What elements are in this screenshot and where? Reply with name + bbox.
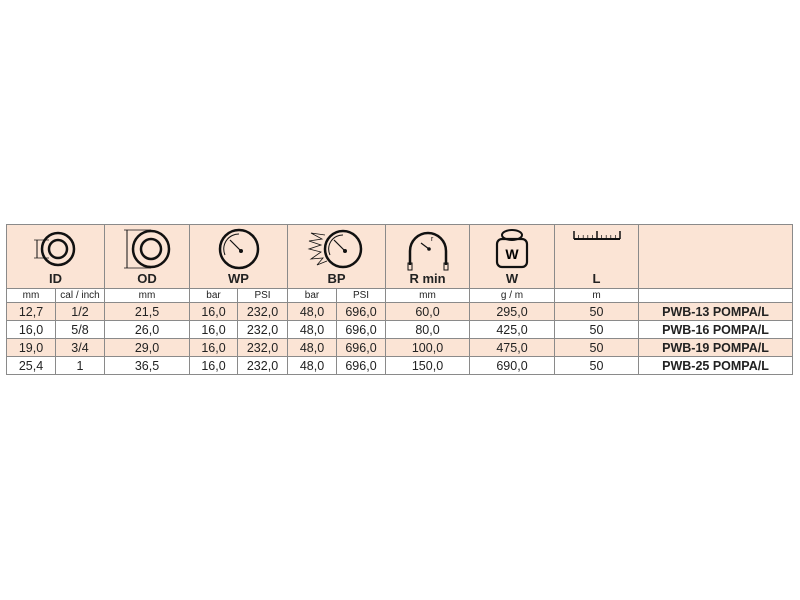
table-cell: 425,0 bbox=[469, 320, 555, 339]
table-cell: 48,0 bbox=[287, 356, 337, 375]
table-row: 16,0 5/8 26,0 16,0 232,0 48,0 696,0 80,0 425,0 50… bbox=[6, 320, 793, 339]
table-cell: 16,0 bbox=[189, 338, 238, 357]
header-rmin: r R min bbox=[385, 224, 470, 289]
hose-spec-table: ID OD WP bbox=[6, 224, 793, 375]
weight-icon: W bbox=[495, 229, 529, 269]
table-cell: 5/8 bbox=[55, 320, 105, 339]
header-wp: WP bbox=[189, 224, 288, 289]
unit-cell: cal / inch bbox=[55, 288, 105, 303]
table-cell: 29,0 bbox=[104, 338, 190, 357]
header-l-label: L bbox=[592, 271, 601, 286]
table-cell: 50 bbox=[554, 302, 639, 321]
table-cell: 232,0 bbox=[237, 302, 288, 321]
table-cell: 696,0 bbox=[336, 320, 386, 339]
table-cell: 50 bbox=[554, 320, 639, 339]
unit-cell: mm bbox=[104, 288, 190, 303]
unit-cell: bar bbox=[189, 288, 238, 303]
svg-text:W: W bbox=[505, 246, 519, 262]
header-bp-label: BP bbox=[327, 271, 346, 286]
header-w-label: W bbox=[505, 271, 519, 286]
unit-cell: mm bbox=[6, 288, 56, 303]
table-cell: 26,0 bbox=[104, 320, 190, 339]
table-cell: 696,0 bbox=[336, 338, 386, 357]
table-cell: 100,0 bbox=[385, 338, 470, 357]
header-od-label: OD bbox=[137, 271, 157, 286]
product-code-cell: PWB-13 POMPA/L bbox=[638, 302, 793, 321]
header-od: OD bbox=[104, 224, 190, 289]
table-cell: 36,5 bbox=[104, 356, 190, 375]
table-row: 19,0 3/4 29,0 16,0 232,0 48,0 696,0 100,0 475,0 5… bbox=[6, 338, 793, 357]
table-cell: 16,0 bbox=[189, 356, 238, 375]
table-cell: 50 bbox=[554, 356, 639, 375]
table-cell: 60,0 bbox=[385, 302, 470, 321]
unit-cell: m bbox=[554, 288, 639, 303]
unit-cell: PSI bbox=[336, 288, 386, 303]
table-cell: 295,0 bbox=[469, 302, 555, 321]
table-cell: 16,0 bbox=[189, 302, 238, 321]
table-cell: 1 bbox=[55, 356, 105, 375]
table-cell: 80,0 bbox=[385, 320, 470, 339]
table-cell: 232,0 bbox=[237, 320, 288, 339]
table-cell: 16,0 bbox=[189, 320, 238, 339]
hose-inner-diameter-icon bbox=[33, 231, 75, 267]
product-code-cell: PWB-19 POMPA/L bbox=[638, 338, 793, 357]
table-cell: 48,0 bbox=[287, 338, 337, 357]
table-cell: 690,0 bbox=[469, 356, 555, 375]
header-id: ID bbox=[6, 224, 105, 289]
hose-outer-diameter-icon bbox=[124, 229, 171, 269]
table-cell: 475,0 bbox=[469, 338, 555, 357]
table-cell: 16,0 bbox=[6, 320, 56, 339]
table-cell: 48,0 bbox=[287, 320, 337, 339]
bend-radius-icon: r bbox=[407, 231, 448, 271]
header-wp-label: WP bbox=[228, 271, 249, 286]
unit-cell: PSI bbox=[237, 288, 288, 303]
burst-pressure-gauge-icon bbox=[307, 229, 362, 269]
product-code-cell: PWB-16 POMPA/L bbox=[638, 320, 793, 339]
table-cell: 21,5 bbox=[104, 302, 190, 321]
table-cell: 150,0 bbox=[385, 356, 470, 375]
table-cell: 19,0 bbox=[6, 338, 56, 357]
unit-cell: bar bbox=[287, 288, 337, 303]
header-code bbox=[638, 224, 793, 289]
table-cell: 12,7 bbox=[6, 302, 56, 321]
header-w: W W bbox=[469, 224, 555, 289]
header-l: L bbox=[554, 224, 639, 289]
header-row: ID OD WP bbox=[6, 224, 793, 289]
table-cell: 696,0 bbox=[336, 302, 386, 321]
table-cell: 1/2 bbox=[55, 302, 105, 321]
unit-cell: mm bbox=[385, 288, 470, 303]
product-code-cell: PWB-25 POMPA/L bbox=[638, 356, 793, 375]
table-cell: 50 bbox=[554, 338, 639, 357]
table-cell: 48,0 bbox=[287, 302, 337, 321]
unit-cell: g / m bbox=[469, 288, 555, 303]
table-cell: 232,0 bbox=[237, 338, 288, 357]
ruler-icon bbox=[572, 231, 621, 240]
table-cell: 232,0 bbox=[237, 356, 288, 375]
table-row: 12,7 1/2 21,5 16,0 232,0 48,0 696,0 60,0 295,0 50… bbox=[6, 302, 793, 321]
header-bp: BP bbox=[287, 224, 386, 289]
units-row: mm cal / inch mm bar PSI bar PSI mm g / … bbox=[6, 288, 793, 303]
header-rmin-label: R min bbox=[409, 271, 446, 286]
pressure-gauge-icon bbox=[218, 228, 259, 270]
table-cell: 696,0 bbox=[336, 356, 386, 375]
header-id-label: ID bbox=[49, 271, 62, 286]
svg-text:r: r bbox=[431, 236, 434, 243]
table-cell: 25,4 bbox=[6, 356, 56, 375]
unit-cell bbox=[638, 288, 793, 303]
table-cell: 3/4 bbox=[55, 338, 105, 357]
table-row: 25,4 1 36,5 16,0 232,0 48,0 696,0 150,0 690,0 50 P… bbox=[6, 356, 793, 375]
